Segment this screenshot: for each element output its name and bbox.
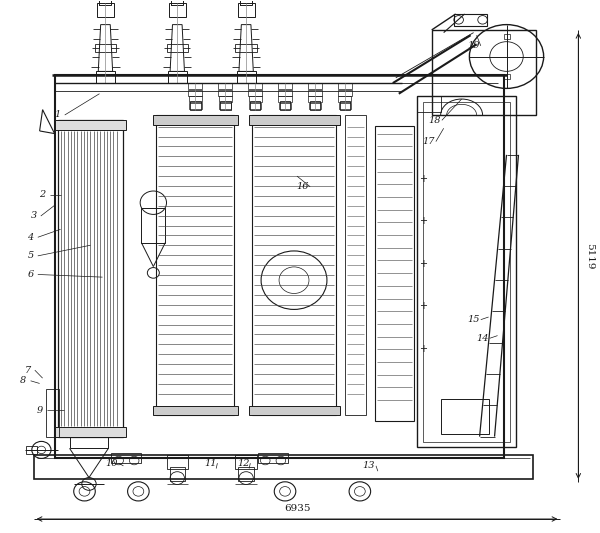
Text: 19: 19	[467, 42, 480, 51]
Bar	[238, 3, 254, 17]
Bar	[240, 0, 252, 5]
Text: 5: 5	[28, 252, 34, 260]
Bar	[308, 90, 322, 95]
Text: +: +	[419, 301, 427, 311]
Bar	[248, 83, 262, 89]
Bar	[258, 453, 288, 463]
Bar	[278, 90, 292, 95]
Bar	[279, 103, 292, 109]
Text: 5119: 5119	[586, 243, 595, 269]
Text: 15: 15	[467, 315, 480, 324]
Bar	[153, 406, 238, 415]
Bar	[167, 44, 188, 52]
Text: 4: 4	[28, 233, 34, 242]
Bar	[153, 115, 238, 125]
Bar	[280, 101, 290, 110]
Bar	[188, 83, 202, 89]
Bar	[338, 83, 352, 89]
Bar	[96, 71, 115, 83]
Bar	[431, 30, 536, 115]
Text: 6: 6	[28, 270, 34, 279]
Bar	[235, 455, 257, 469]
Bar	[417, 96, 515, 447]
Bar	[218, 83, 232, 89]
Bar	[248, 406, 340, 415]
Bar	[168, 71, 187, 83]
Bar	[310, 101, 320, 110]
Bar	[34, 455, 533, 479]
Bar	[440, 399, 488, 434]
Bar	[100, 0, 112, 5]
Bar	[417, 96, 440, 112]
Bar	[58, 120, 124, 437]
Bar	[235, 44, 257, 52]
Bar	[189, 103, 202, 109]
Bar	[375, 126, 414, 421]
Bar	[188, 96, 202, 102]
Bar	[308, 96, 322, 102]
Text: 13: 13	[362, 462, 375, 470]
Text: 3: 3	[31, 212, 37, 221]
Bar	[338, 90, 352, 95]
Bar	[308, 83, 322, 89]
Text: +: +	[419, 216, 427, 227]
Bar	[503, 74, 509, 79]
Bar	[236, 71, 256, 83]
Text: 10: 10	[105, 459, 118, 467]
Text: 9: 9	[37, 406, 43, 415]
Bar	[250, 101, 260, 110]
Text: +: +	[419, 344, 427, 354]
Bar	[55, 75, 503, 458]
Bar	[278, 96, 292, 102]
Bar	[26, 446, 37, 454]
Bar	[248, 90, 262, 95]
Text: 12: 12	[237, 459, 250, 467]
Bar	[188, 90, 202, 95]
Bar	[345, 115, 366, 415]
Bar	[423, 102, 509, 442]
Bar	[503, 34, 509, 39]
Text: +: +	[419, 259, 427, 269]
Bar	[308, 103, 321, 109]
Bar	[218, 96, 232, 102]
Bar	[252, 115, 336, 415]
Text: 2: 2	[40, 190, 46, 199]
Bar	[97, 3, 114, 17]
Bar	[219, 103, 232, 109]
Bar	[171, 0, 183, 5]
Text: 18: 18	[428, 116, 441, 125]
Bar	[248, 96, 262, 102]
Bar	[142, 208, 166, 243]
Bar	[157, 115, 234, 415]
Text: 8: 8	[20, 376, 26, 385]
Text: 16: 16	[297, 182, 309, 191]
Text: 11: 11	[204, 459, 217, 467]
Text: +: +	[419, 174, 427, 184]
Bar	[218, 90, 232, 95]
Bar	[169, 3, 185, 17]
Bar	[167, 455, 188, 469]
Bar	[338, 96, 352, 102]
Bar	[70, 437, 109, 448]
Bar	[55, 427, 127, 437]
Text: 1: 1	[55, 110, 61, 119]
Bar	[220, 101, 230, 110]
Bar	[55, 120, 127, 130]
Text: 14: 14	[476, 334, 489, 343]
Bar	[95, 44, 116, 52]
Bar	[454, 14, 487, 26]
Bar	[249, 103, 262, 109]
Text: 6935: 6935	[284, 504, 310, 513]
Bar	[248, 115, 340, 125]
Bar	[338, 103, 351, 109]
Text: 7: 7	[25, 366, 31, 375]
Bar	[170, 467, 185, 481]
Bar	[340, 101, 350, 110]
Text: 17: 17	[422, 137, 435, 146]
Bar	[238, 467, 254, 481]
Bar	[190, 101, 200, 110]
Bar	[46, 389, 59, 437]
Bar	[278, 83, 292, 89]
Bar	[112, 453, 142, 463]
